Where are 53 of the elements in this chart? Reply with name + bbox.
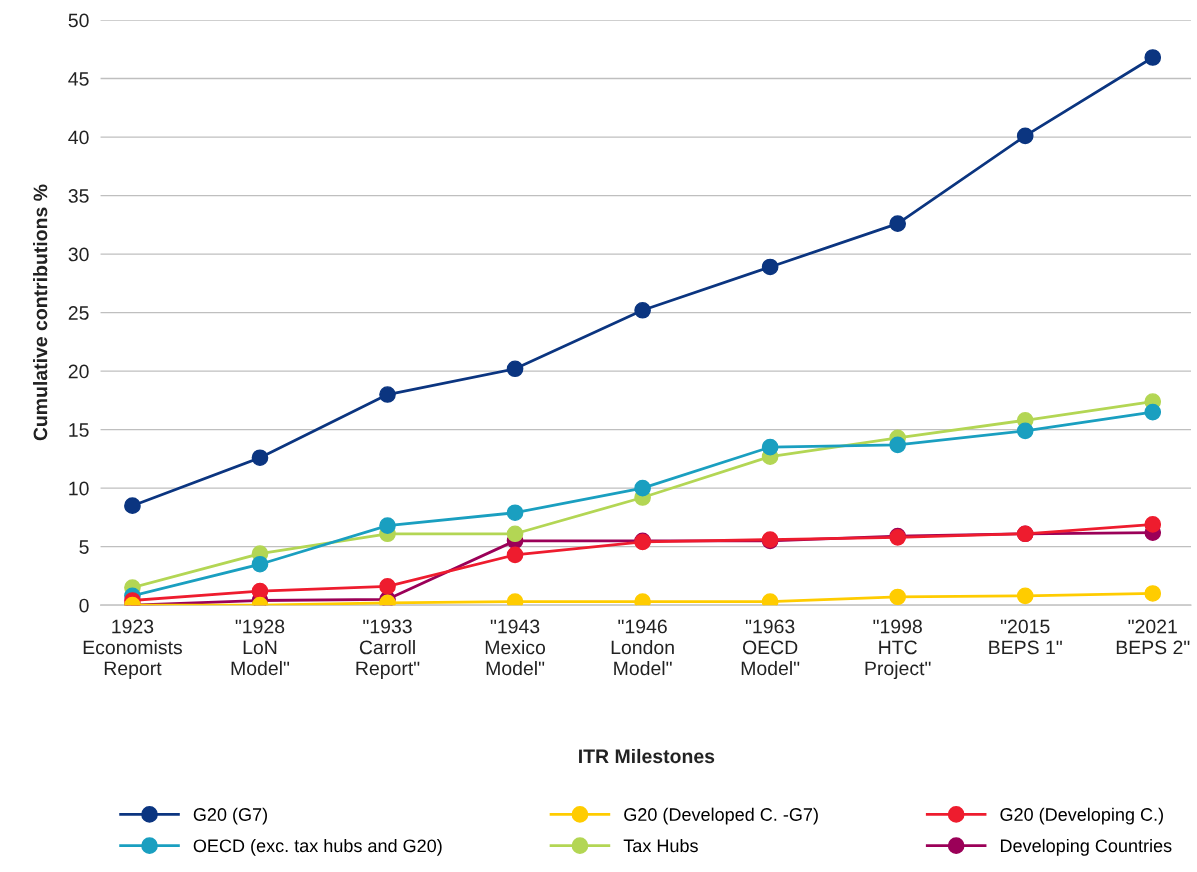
point bbox=[761, 258, 779, 276]
x-axis-title: ITR Milestones bbox=[579, 748, 715, 764]
point bbox=[251, 582, 269, 600]
point bbox=[1144, 403, 1162, 421]
point bbox=[379, 517, 396, 534]
legend-label: G20 (Developed C. -G7) bbox=[624, 807, 818, 825]
point bbox=[1016, 587, 1034, 605]
y-tick-label: 0 bbox=[79, 598, 89, 613]
point bbox=[506, 504, 524, 522]
x-tick-label: "1933 Carroll Report" bbox=[356, 619, 420, 680]
x-tick-label: "1946 London Model" bbox=[611, 619, 674, 676]
point bbox=[1144, 516, 1162, 533]
point bbox=[379, 578, 396, 595]
legend-label: Tax Hubs bbox=[623, 838, 698, 853]
point bbox=[889, 436, 907, 454]
y-tick-label: 45 bbox=[68, 72, 89, 86]
y-tick-label: 40 bbox=[68, 130, 89, 145]
legend-label: G20 (G7) bbox=[193, 807, 267, 825]
y-tick-label: 20 bbox=[68, 364, 89, 379]
point bbox=[506, 525, 524, 543]
y-tick-label: 35 bbox=[68, 189, 89, 203]
point bbox=[1016, 422, 1034, 440]
point bbox=[634, 479, 651, 497]
point bbox=[1144, 585, 1162, 602]
x-tick-label: "2015 BEPS 1" bbox=[989, 619, 1062, 655]
y-tick-label: 30 bbox=[68, 247, 89, 262]
point bbox=[506, 360, 524, 378]
legend-label: G20 (Developing C.) bbox=[1000, 807, 1163, 825]
y-tick-label: 50 bbox=[68, 13, 89, 28]
y-tick-label: 25 bbox=[68, 306, 89, 320]
point bbox=[889, 215, 907, 233]
legend-label: OECD (exc. tax hubs and G20) bbox=[193, 838, 442, 856]
y-tick-label: 15 bbox=[69, 423, 89, 437]
point bbox=[251, 449, 269, 467]
point bbox=[251, 555, 269, 573]
x-tick-label: "1928 LoN Model" bbox=[231, 619, 290, 676]
point bbox=[506, 546, 524, 564]
y-tick-label: 10 bbox=[69, 481, 89, 496]
point bbox=[634, 301, 651, 319]
y-axis-title: Cumulative contributions % bbox=[33, 184, 48, 441]
x-tick-label: "1943 Mexico Model" bbox=[485, 619, 546, 676]
point bbox=[379, 386, 396, 403]
x-tick-label: "1963 OECD Model" bbox=[741, 619, 800, 676]
point bbox=[1016, 127, 1034, 145]
point bbox=[889, 588, 907, 606]
y-tick-label: 5 bbox=[79, 540, 89, 554]
point bbox=[124, 497, 141, 515]
legend-label: Developing Countries bbox=[1000, 838, 1172, 856]
x-tick-label: 1923 Economists Report bbox=[83, 619, 182, 680]
x-tick-label: "1998 HTC Project" bbox=[865, 619, 931, 680]
point bbox=[761, 438, 779, 456]
point bbox=[1144, 49, 1162, 66]
x-tick-label: "2021 BEPS 2" bbox=[1116, 619, 1190, 655]
